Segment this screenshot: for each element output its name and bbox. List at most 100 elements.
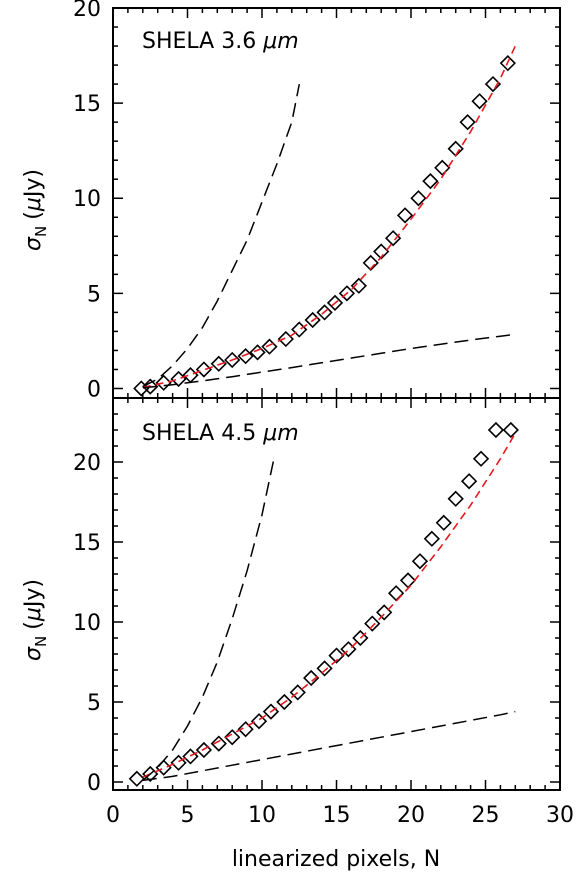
x-tick-label: 5	[181, 803, 195, 828]
data-point	[276, 693, 293, 711]
data-point	[128, 770, 145, 787]
data-point	[155, 759, 172, 776]
data-point	[237, 721, 254, 738]
data-point	[376, 604, 393, 621]
ylabel-bottom-sigma: σ	[21, 646, 46, 661]
data-point	[249, 344, 266, 361]
y-tick-label: 0	[87, 771, 101, 796]
data-point	[195, 361, 213, 378]
data-point	[396, 207, 414, 224]
data-point	[291, 321, 308, 338]
data-point	[352, 629, 369, 647]
data-point	[471, 93, 488, 110]
panel-title-bottom: SHELA 4.5 μm	[142, 421, 299, 446]
data-point	[237, 348, 254, 365]
panel-title-top-prefix: SHELA 3.6	[142, 29, 263, 54]
fit-curve-red	[142, 432, 516, 778]
ylabel-top-sigma: σ	[21, 236, 46, 251]
ylabel-bottom-mu: μ	[21, 607, 46, 622]
data-point	[447, 140, 464, 157]
data-point	[326, 294, 344, 312]
panel-top: 0 5 10 15 20 SHELA 3.6 μm σN (μJy)	[21, 0, 561, 402]
plot-area-bottom	[128, 421, 519, 787]
data-point	[472, 450, 490, 467]
data-point	[195, 741, 213, 759]
data-point	[362, 254, 379, 272]
data-point	[338, 285, 356, 302]
data-point	[210, 735, 227, 752]
data-point	[250, 713, 268, 730]
axes-frame-top	[112, 7, 561, 399]
data-point	[502, 421, 519, 439]
data-point	[210, 355, 227, 372]
y-tick-label: 15	[73, 531, 101, 556]
data-point	[373, 243, 390, 260]
panel-title-top: SHELA 3.6 μm	[142, 29, 299, 54]
x-tick-label: 30	[546, 803, 574, 828]
panel-title-top-unit: μm	[262, 29, 298, 54]
x-tick-label: 15	[323, 803, 351, 828]
data-point	[350, 277, 367, 294]
data-point	[422, 172, 439, 190]
ylabel-bottom-open: (	[21, 621, 46, 630]
data-point	[328, 647, 345, 664]
y-tick-label: 20	[73, 0, 101, 22]
model-curve-lower	[142, 710, 516, 782]
data-point	[459, 114, 476, 131]
data-point	[399, 572, 417, 589]
data-point	[447, 490, 464, 507]
data-point	[316, 660, 333, 677]
data-point	[499, 55, 516, 72]
data-point	[277, 330, 294, 348]
x-tick-label: 20	[397, 803, 425, 828]
data-point	[460, 473, 478, 490]
data-point	[224, 729, 241, 746]
ticks-top: 0 5 10 15 20	[73, 0, 561, 402]
x-tick-label: 10	[248, 803, 276, 828]
data-point	[316, 304, 333, 321]
panel-title-bottom-unit: μm	[262, 421, 298, 446]
data-point	[289, 684, 306, 701]
data-point	[261, 338, 278, 355]
y-tick-label: 0	[87, 377, 101, 402]
x-tick-label: 0	[106, 803, 120, 828]
ylabel-top-sub: N	[32, 226, 50, 237]
data-point	[142, 378, 159, 395]
plot-area-top	[133, 45, 517, 397]
model-curve-upper	[142, 458, 275, 781]
x-axis-label: linearized pixels, N	[232, 847, 440, 872]
data-point	[387, 585, 405, 602]
ylabel-bottom-sub: N	[32, 636, 50, 647]
ylabel-top-mu: μ	[21, 197, 46, 212]
ylabel-bottom-unit: Jy)	[21, 579, 46, 609]
ylabel-top-open: (	[21, 211, 46, 220]
axes-frame-bottom	[112, 397, 561, 791]
data-point	[155, 374, 172, 391]
panel-title-bottom-prefix: SHELA 4.5	[142, 421, 263, 446]
y-tick-label: 20	[73, 451, 101, 476]
y-tick-label: 10	[73, 187, 101, 212]
y-axis-label-top: σN (μJy)	[21, 169, 50, 251]
fit-curve-red	[142, 45, 517, 389]
y-axis-label-bottom: σN (μJy)	[21, 579, 50, 661]
data-point	[411, 553, 429, 570]
data-point	[384, 230, 402, 247]
data-point	[410, 190, 427, 207]
panel-bottom: 0 5 10 15 20 0 5 10 15 20 25 30 SHELA 4.5 μm σN (μJy…	[21, 397, 574, 872]
data-point	[487, 421, 505, 439]
data-point	[435, 514, 452, 531]
y-tick-label: 5	[87, 691, 101, 716]
model-curve-lower	[142, 333, 516, 389]
data-point	[364, 615, 381, 632]
model-curve-upper	[142, 83, 301, 388]
y-tick-label: 10	[73, 611, 101, 636]
ylabel-top-unit: Jy)	[21, 169, 46, 199]
data-point	[434, 159, 451, 176]
x-tick-label: 25	[472, 803, 500, 828]
data-point	[170, 754, 187, 771]
data-point	[303, 669, 320, 687]
y-tick-label: 15	[73, 92, 101, 117]
y-tick-label: 5	[87, 282, 101, 307]
data-point	[423, 530, 440, 547]
